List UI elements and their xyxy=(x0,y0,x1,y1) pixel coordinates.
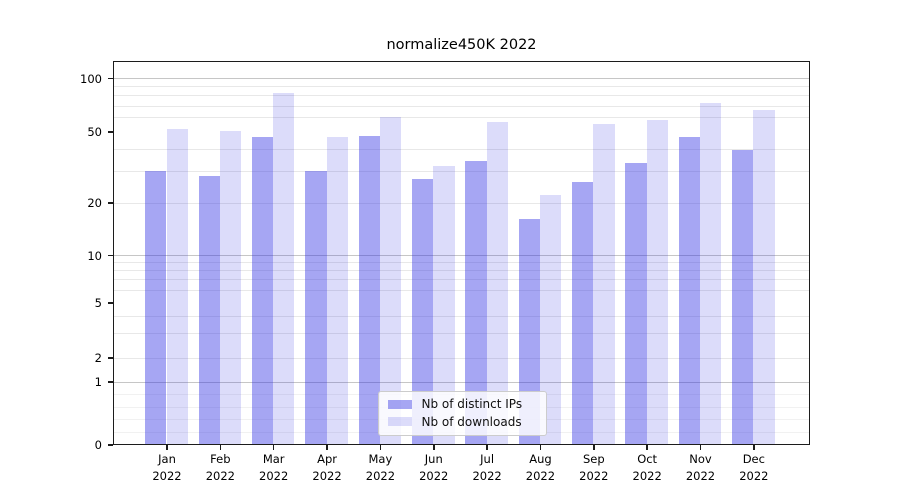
y-tick-mark-2 xyxy=(108,357,113,359)
x-tick-mark-may xyxy=(379,445,382,450)
y-tick-mark-100 xyxy=(108,77,113,80)
bar-ips-sep xyxy=(572,181,594,444)
y-tick-label-50: 50 xyxy=(87,125,102,139)
bar-downloads-oct xyxy=(646,119,668,444)
bar-ips-apr xyxy=(305,170,327,444)
bar-downloads-apr xyxy=(326,137,348,444)
legend-label-downloads: Nb of downloads xyxy=(421,414,522,429)
gridline-4 xyxy=(114,315,809,317)
gridline-8 xyxy=(114,270,809,272)
y-tick-label-20: 20 xyxy=(87,196,102,210)
bar-downloads-dec xyxy=(753,109,775,444)
x-tick-mark-nov xyxy=(699,445,702,450)
gridline-30 xyxy=(114,171,809,173)
gridline-20 xyxy=(114,202,809,204)
bar-downloads-aug xyxy=(539,194,562,444)
gridline-9 xyxy=(114,262,809,264)
y-tick-mark-0 xyxy=(108,444,113,446)
y-tick-label-5: 5 xyxy=(94,296,102,310)
x-tick-mark-jun xyxy=(433,445,435,450)
gridline-7 xyxy=(114,279,809,281)
y-tick-mark-20 xyxy=(108,202,113,204)
gridline-80 xyxy=(114,95,809,97)
gridline-6 xyxy=(114,290,809,291)
bar-downloads-feb xyxy=(219,131,242,444)
x-tick-mark-jul xyxy=(486,445,488,450)
y-tick-label-0: 0 xyxy=(94,438,102,452)
x-tick-label-dec: Dec 2022 xyxy=(739,452,769,483)
bar-downloads-nov xyxy=(700,102,722,444)
x-tick-label-sep: Sep 2022 xyxy=(579,452,609,483)
legend-swatch-distinct-ips-icon xyxy=(387,399,412,409)
gridline-100 xyxy=(114,78,809,79)
x-tick-label-aug: Aug 2022 xyxy=(525,452,556,483)
x-tick-label-feb: Feb 2022 xyxy=(205,452,235,483)
x-tick-mark-jan xyxy=(166,445,168,450)
gridline-3 xyxy=(114,333,809,335)
x-tick-mark-feb xyxy=(219,445,222,450)
bar-ips-dec xyxy=(732,150,754,444)
bar-ips-aug xyxy=(518,218,540,444)
x-tick-mark-mar xyxy=(272,445,275,450)
y-tick-mark-50 xyxy=(108,131,113,133)
bar-downloads-mar xyxy=(273,92,295,444)
y-tick-label-100: 100 xyxy=(80,71,102,86)
bar-ips-oct xyxy=(625,163,647,444)
bar-ips-jul xyxy=(465,160,487,444)
gridline-70 xyxy=(114,105,809,107)
legend-label-distinct-ips: Nb of distinct IPs xyxy=(421,397,523,412)
legend: Nb of distinct IPs Nb of downloads xyxy=(377,390,547,436)
bar-ips-may xyxy=(358,135,380,444)
x-tick-label-mar: Mar 2022 xyxy=(259,452,289,483)
gridline-1 xyxy=(114,381,809,383)
x-tick-label-apr: Apr 2022 xyxy=(312,452,342,483)
bar-ips-nov xyxy=(678,137,700,444)
x-tick-mark-apr xyxy=(326,445,328,450)
legend-swatch-downloads-icon xyxy=(387,417,412,427)
bar-downloads-jul xyxy=(486,122,508,444)
x-tick-label-nov: Nov 2022 xyxy=(685,452,716,483)
bar-downloads-jun xyxy=(433,165,455,444)
x-tick-mark-dec xyxy=(753,445,755,450)
chart-title: normalize450K 2022 xyxy=(386,37,537,53)
x-tick-label-oct: Oct 2022 xyxy=(632,452,662,483)
x-tick-label-jul: Jul 2022 xyxy=(472,452,502,483)
y-tick-mark-1 xyxy=(108,381,113,383)
x-tick-label-may: May 2022 xyxy=(365,452,396,483)
x-tick-mark-aug xyxy=(539,445,542,450)
bar-ips-feb xyxy=(198,175,220,444)
y-tick-mark-10 xyxy=(108,254,113,257)
x-tick-mark-sep xyxy=(593,445,595,450)
gridline-10 xyxy=(114,255,809,256)
legend-item-distinct-ips: Nb of distinct IPs xyxy=(387,397,546,412)
bar-downloads-may xyxy=(379,116,402,444)
gridline-2 xyxy=(114,357,809,359)
legend-item-downloads: Nb of downloads xyxy=(387,414,546,429)
y-tick-label-2: 2 xyxy=(94,351,102,365)
x-tick-label-jun: Jun 2022 xyxy=(419,452,449,483)
bar-ips-mar xyxy=(251,137,274,444)
y-tick-mark-5 xyxy=(108,302,113,304)
x-tick-label-jan: Jan 2022 xyxy=(152,452,182,483)
bar-downloads-jan xyxy=(166,129,188,444)
x-tick-mark-oct xyxy=(646,445,648,450)
bar-ips-jan xyxy=(145,170,167,444)
bar-downloads-sep xyxy=(593,123,615,444)
y-tick-label-1: 1 xyxy=(94,375,102,389)
plot-area: Nb of distinct IPs Nb of downloads xyxy=(113,61,810,445)
gridline-90 xyxy=(114,86,809,88)
gridline-40 xyxy=(114,148,809,150)
y-tick-label-10: 10 xyxy=(87,248,102,263)
bar-ips-jun xyxy=(411,178,434,444)
gridline-60 xyxy=(114,117,809,119)
